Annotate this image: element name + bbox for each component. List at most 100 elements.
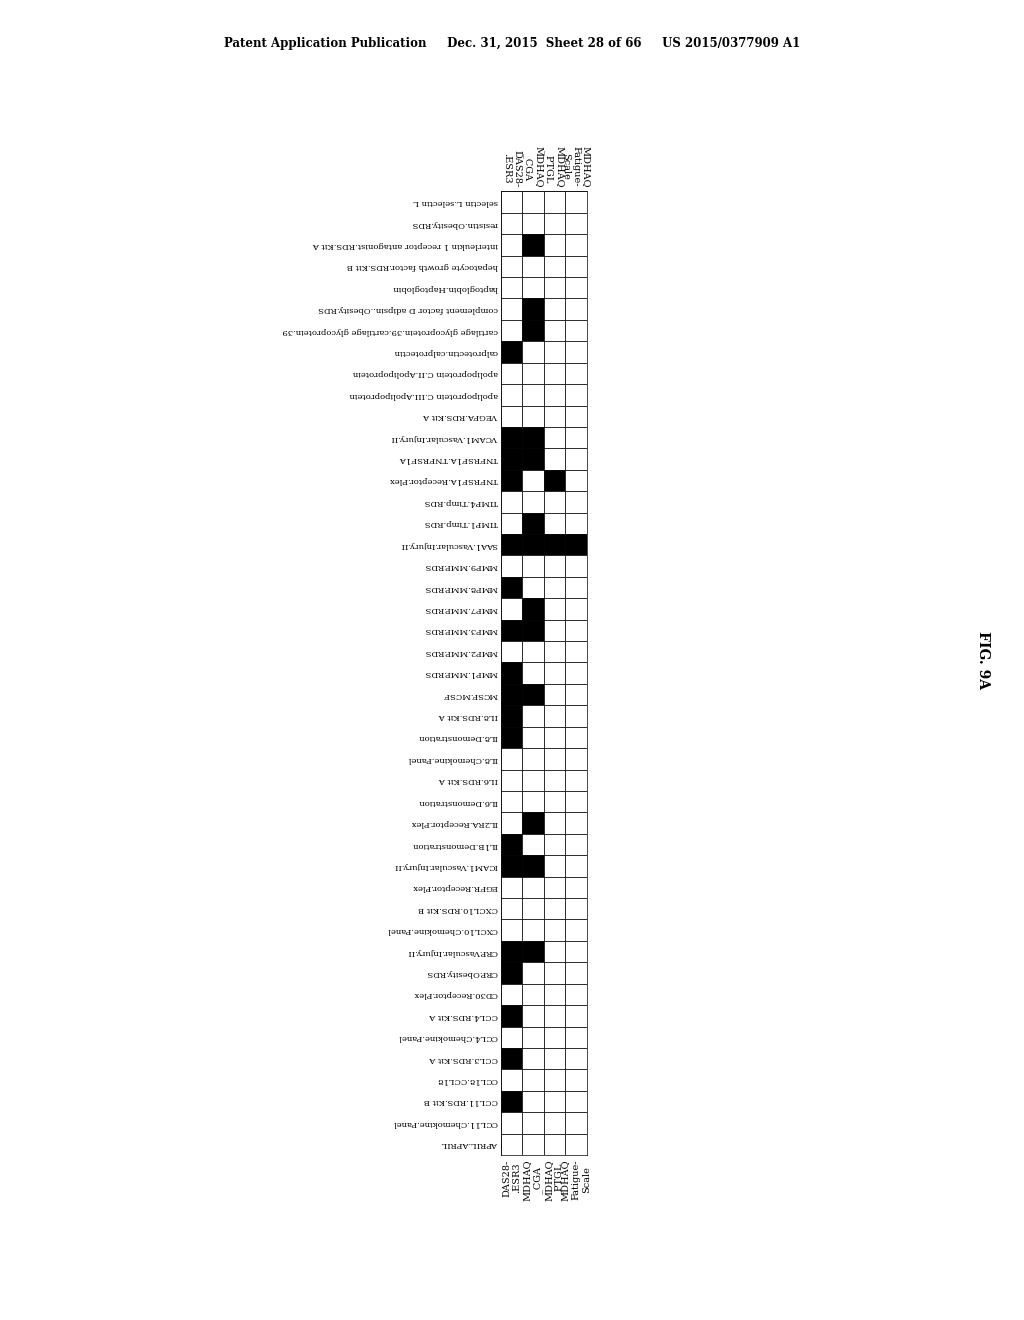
Text: apolipoprotein C.III.Apolipoprotein: apolipoprotein C.III.Apolipoprotein	[349, 391, 498, 399]
Text: MDHAQ
Fatigue-
Scale: MDHAQ Fatigue- Scale	[561, 145, 591, 187]
Text: CRP.Obesity.RDS: CRP.Obesity.RDS	[426, 969, 498, 977]
Bar	[544, 256, 565, 277]
Bar	[565, 791, 587, 812]
Bar	[522, 405, 544, 426]
Bar	[544, 834, 565, 855]
Bar	[522, 535, 544, 556]
Bar	[522, 962, 544, 983]
Bar	[565, 1005, 587, 1027]
Bar	[565, 1134, 587, 1155]
Bar	[565, 642, 587, 663]
Bar	[501, 319, 522, 342]
Text: Patent Application Publication     Dec. 31, 2015  Sheet 28 of 66     US 2015/037: Patent Application Publication Dec. 31, …	[224, 37, 800, 50]
Bar	[565, 920, 587, 941]
Bar	[544, 1069, 565, 1090]
Text: FIG. 9A: FIG. 9A	[976, 631, 990, 689]
Bar	[501, 748, 522, 770]
Bar	[522, 1090, 544, 1113]
Bar	[544, 770, 565, 791]
Bar	[544, 577, 565, 598]
Text: IL8.RDS.Kit A: IL8.RDS.Kit A	[438, 711, 498, 719]
Text: IL2RA.Receptor.Plex: IL2RA.Receptor.Plex	[411, 820, 498, 828]
Bar	[544, 213, 565, 234]
Text: DAS28-
.ESR3: DAS28- .ESR3	[502, 1159, 521, 1196]
Bar	[565, 256, 587, 277]
Text: cartilage glycoprotein.39.cartilage glycoprotein.39: cartilage glycoprotein.39.cartilage glyc…	[282, 326, 498, 334]
Bar	[544, 663, 565, 684]
Text: CCL4.RDS.Kit A: CCL4.RDS.Kit A	[429, 1012, 498, 1020]
Bar	[501, 1005, 522, 1027]
Bar	[522, 1069, 544, 1090]
Bar	[565, 898, 587, 920]
Bar	[501, 1027, 522, 1048]
Bar	[522, 491, 544, 512]
Text: MMP1.MMP.RDS: MMP1.MMP.RDS	[424, 669, 498, 677]
Text: MMP2.MMP.RDS: MMP2.MMP.RDS	[424, 648, 498, 656]
Bar	[501, 298, 522, 319]
Bar	[565, 535, 587, 556]
Text: apolipoprotein C.II.Apolipoprotein: apolipoprotein C.II.Apolipoprotein	[352, 370, 498, 378]
Bar	[501, 898, 522, 920]
Bar	[565, 684, 587, 705]
Bar	[565, 876, 587, 898]
Text: IL6.Demonstration: IL6.Demonstration	[418, 797, 498, 805]
Bar	[501, 663, 522, 684]
Bar	[522, 384, 544, 405]
Bar	[522, 342, 544, 363]
Text: CCL11.RDS.Kit B: CCL11.RDS.Kit B	[424, 1097, 498, 1105]
Text: IL8.Chemokine.Panel: IL8.Chemokine.Panel	[408, 755, 498, 763]
Bar	[544, 556, 565, 577]
Bar	[501, 191, 522, 213]
Bar	[544, 1027, 565, 1048]
Bar	[501, 791, 522, 812]
Text: MDHAQ
_PTGL: MDHAQ _PTGL	[545, 1159, 564, 1201]
Bar	[565, 748, 587, 770]
Bar	[544, 962, 565, 983]
Text: CCL18.CCL18: CCL18.CCL18	[437, 1076, 498, 1084]
Bar	[522, 234, 544, 256]
Bar	[522, 256, 544, 277]
Bar	[501, 470, 522, 491]
Bar	[522, 855, 544, 876]
Bar	[522, 298, 544, 319]
Bar	[501, 619, 522, 642]
Bar	[565, 1027, 587, 1048]
Text: CD30.Receptor.Plex: CD30.Receptor.Plex	[414, 990, 498, 998]
Bar	[501, 770, 522, 791]
Bar	[501, 727, 522, 748]
Bar	[544, 598, 565, 619]
Bar	[544, 855, 565, 876]
Bar	[565, 1069, 587, 1090]
Bar	[544, 298, 565, 319]
Bar	[544, 941, 565, 962]
Bar	[544, 342, 565, 363]
Text: TIMP4.Timp.RDS: TIMP4.Timp.RDS	[423, 498, 498, 506]
Bar	[522, 876, 544, 898]
Text: complement factor D adipsin..Obesity.RDS: complement factor D adipsin..Obesity.RDS	[317, 305, 498, 313]
Bar	[522, 213, 544, 234]
Text: MDHAQ
_CGA: MDHAQ _CGA	[523, 145, 543, 187]
Bar	[565, 983, 587, 1005]
Bar	[544, 983, 565, 1005]
Bar	[501, 834, 522, 855]
Bar	[544, 1090, 565, 1113]
Bar	[544, 1005, 565, 1027]
Text: MDHAQ
Fatigue-
Scale: MDHAQ Fatigue- Scale	[561, 1159, 591, 1201]
Bar	[522, 941, 544, 962]
Bar	[565, 512, 587, 535]
Bar	[522, 191, 544, 213]
Bar	[544, 277, 565, 298]
Bar	[544, 1134, 565, 1155]
Bar	[501, 1134, 522, 1155]
Text: MDHAQ
_CGA: MDHAQ _CGA	[523, 1159, 543, 1201]
Bar	[544, 384, 565, 405]
Bar	[565, 363, 587, 384]
Text: IL8.Demonstration: IL8.Demonstration	[418, 734, 498, 742]
Bar	[501, 855, 522, 876]
Bar	[501, 983, 522, 1005]
Bar	[544, 234, 565, 256]
Text: MCSF.MCSF: MCSF.MCSF	[442, 690, 498, 698]
Text: MMP8.MMP.RDS: MMP8.MMP.RDS	[424, 583, 498, 591]
Bar	[565, 491, 587, 512]
Bar	[565, 405, 587, 426]
